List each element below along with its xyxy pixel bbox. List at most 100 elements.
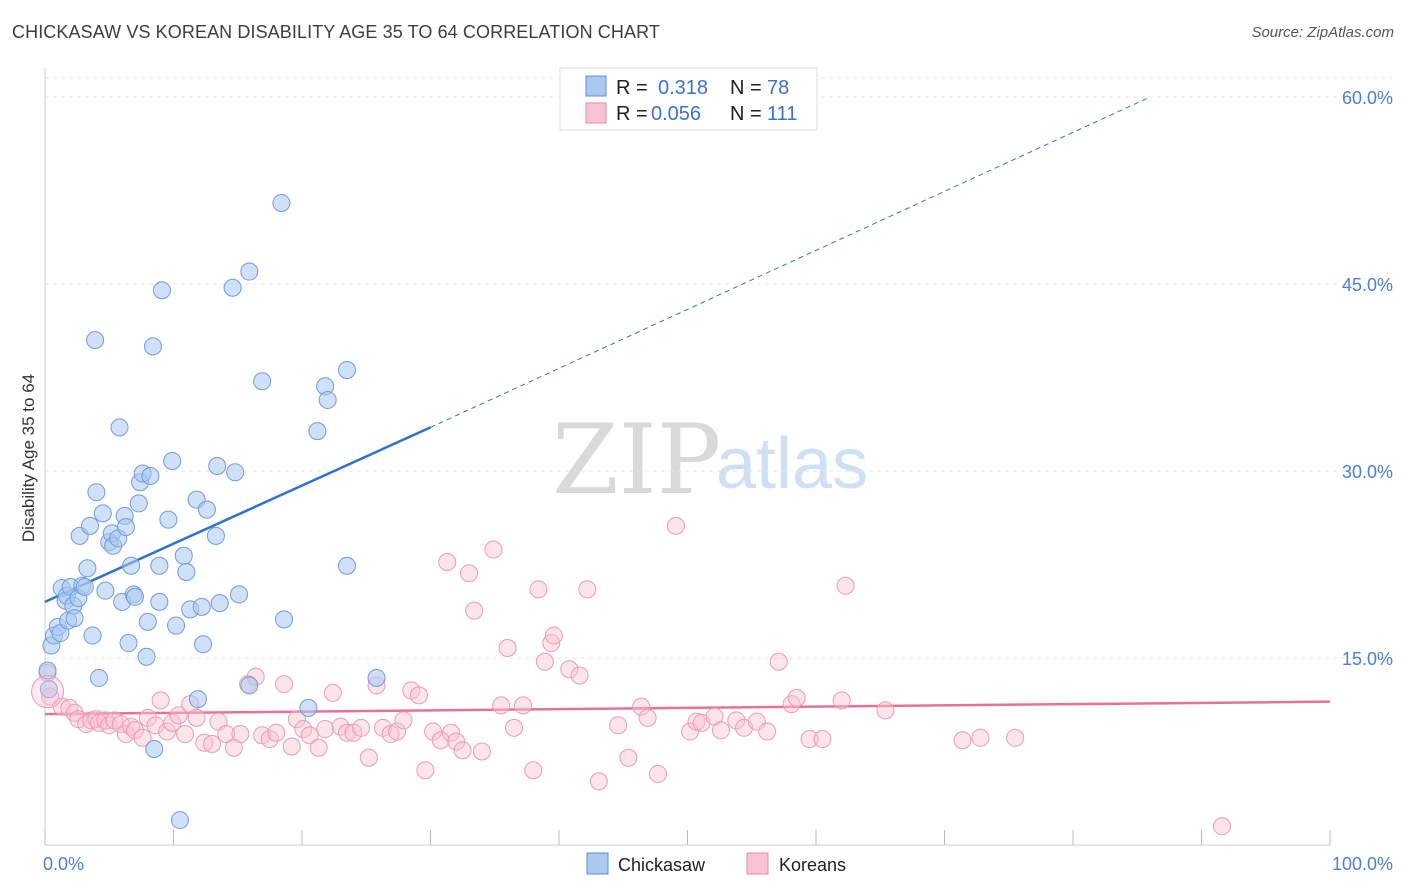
point-chickasaw-43 <box>143 337 162 356</box>
point-koreans-80 <box>578 580 597 599</box>
point-chickasaw-49 <box>163 452 182 471</box>
point-koreans-32 <box>231 725 250 744</box>
point-chickasaw-22 <box>89 668 108 687</box>
point-chickasaw-77 <box>367 668 386 687</box>
point-koreans-28 <box>203 735 222 754</box>
point-chickasaw-17 <box>78 559 97 578</box>
point-chickasaw-46 <box>150 592 169 611</box>
point-chickasaw-52 <box>174 546 193 565</box>
point-koreans-cluster <box>31 675 65 709</box>
point-koreans-60 <box>431 731 450 750</box>
point-koreans-73 <box>524 761 543 780</box>
point-koreans-75 <box>535 652 554 671</box>
point-koreans-102 <box>832 691 851 710</box>
point-koreans-103 <box>836 576 855 595</box>
point-koreans-72 <box>514 696 533 715</box>
legend-n-value-chickasaw: 78 <box>767 77 789 99</box>
point-chickasaw-65 <box>230 585 249 604</box>
point-koreans-106 <box>971 728 990 747</box>
point-koreans-74 <box>529 580 548 599</box>
point-koreans-11 <box>100 716 119 735</box>
point-chickasaw-19 <box>83 626 102 645</box>
point-chickasaw-72 <box>308 422 327 441</box>
point-koreans-86 <box>648 764 667 783</box>
bottom-legend-koreans: Koreans <box>779 855 846 875</box>
point-koreans-16 <box>125 721 144 740</box>
x-tick-label-max: 100.0% <box>1332 854 1393 874</box>
legend-n-value-koreans: 111 <box>767 103 797 125</box>
point-chickasaw-51 <box>170 811 189 830</box>
point-chickasaw-12 <box>65 609 84 628</box>
y-tick-label-1: 30.0% <box>1342 462 1393 482</box>
point-chickasaw-33 <box>119 634 138 653</box>
point-koreans-39 <box>282 737 301 756</box>
y-tick-label-0: 15.0% <box>1342 649 1393 669</box>
point-chickasaw-50 <box>167 616 186 635</box>
point-koreans-42 <box>300 726 319 745</box>
point-chickasaw-29 <box>110 418 129 437</box>
point-koreans-81 <box>589 772 608 791</box>
point-koreans-38 <box>275 675 294 694</box>
point-chickasaw-42 <box>141 466 160 485</box>
point-koreans-93 <box>727 711 746 730</box>
point-chickasaw-66 <box>240 676 259 695</box>
trend-line-chickasaw <box>44 426 432 604</box>
point-koreans-82 <box>609 716 628 735</box>
legend: R = 0.318 N = 78 R = 0.056 N = 111 <box>559 67 818 131</box>
point-koreans-66 <box>465 601 484 620</box>
point-chickasaw-36 <box>125 587 144 606</box>
point-koreans-108 <box>1213 817 1232 836</box>
point-chickasaw-69 <box>272 193 291 212</box>
point-koreans-23 <box>169 706 188 725</box>
watermark-atlas: atlas <box>716 424 868 504</box>
point-koreans-57 <box>409 686 428 705</box>
point-koreans-67 <box>472 742 491 761</box>
point-chickasaw-74 <box>318 390 337 409</box>
point-koreans-71 <box>505 718 524 737</box>
y-axis-label: Disability Age 35 to 64 <box>19 374 38 542</box>
point-koreans-24 <box>176 725 195 744</box>
point-koreans-50 <box>359 748 378 767</box>
point-koreans-84 <box>632 697 651 716</box>
point-chickasaw-34 <box>122 556 141 575</box>
point-koreans-65 <box>460 564 479 583</box>
point-chickasaw-21 <box>87 483 106 502</box>
point-koreans-99 <box>787 688 806 707</box>
point-koreans-105 <box>953 731 972 750</box>
point-koreans-78 <box>560 660 579 679</box>
point-chickasaw-16 <box>75 577 94 596</box>
point-koreans-45 <box>323 683 342 702</box>
point-koreans-17 <box>133 728 152 747</box>
point-koreans-104 <box>876 701 895 720</box>
legend-r-value-chickasaw: 0.318 <box>658 77 708 99</box>
point-koreans-30 <box>217 725 236 744</box>
point-koreans-68 <box>484 540 503 559</box>
point-chickasaw-23 <box>93 504 112 523</box>
point-koreans-107 <box>1006 728 1025 747</box>
point-koreans-43 <box>309 738 328 757</box>
point-koreans-26 <box>187 708 206 727</box>
bottom-legend-swatch-koreans <box>746 852 769 875</box>
point-koreans-85 <box>638 708 657 727</box>
point-koreans-58 <box>416 761 435 780</box>
x-tick-labels: 0.0% 100.0% <box>43 854 1393 874</box>
chart-title: CHICKASAW VS KOREAN DISABILITY AGE 35 TO… <box>12 22 660 42</box>
point-chickasaw-56 <box>188 690 207 709</box>
point-koreans-77 <box>544 626 563 645</box>
point-chickasaw-58 <box>194 635 213 654</box>
point-koreans-37 <box>267 723 286 742</box>
point-chickasaw-20 <box>86 331 105 350</box>
y-tick-label-3: 60.0% <box>1342 88 1393 108</box>
point-chickasaw-37 <box>129 494 148 513</box>
point-koreans-22 <box>163 713 182 732</box>
point-chickasaw-67 <box>240 262 259 281</box>
point-koreans-79 <box>570 666 589 685</box>
point-chickasaw-64 <box>223 278 242 297</box>
point-chickasaw-62 <box>210 594 229 613</box>
data-points <box>31 193 1232 836</box>
point-chickasaw-60 <box>206 526 225 545</box>
point-koreans-100 <box>800 730 819 749</box>
point-chickasaw-24 <box>96 581 115 600</box>
legend-r-label-1: R = <box>616 77 648 99</box>
